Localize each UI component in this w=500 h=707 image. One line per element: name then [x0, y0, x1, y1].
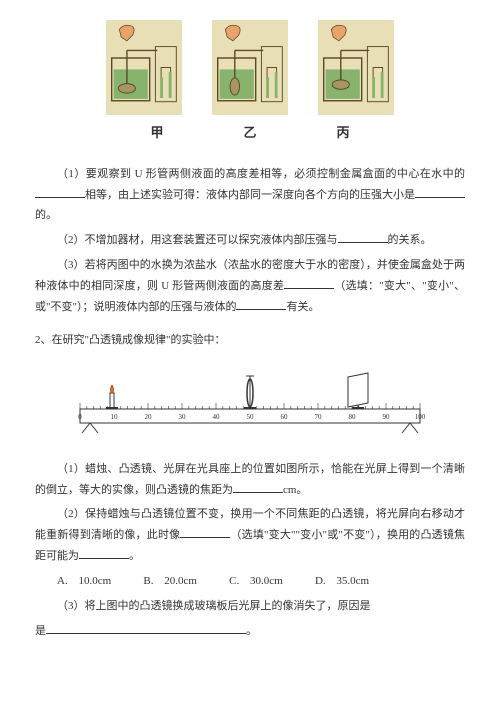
- option-a: A. 10.0cm: [57, 575, 111, 587]
- svg-text:100: 100: [415, 413, 426, 421]
- option-b: B. 20.0cm: [143, 575, 197, 587]
- beaker-svg-1: [105, 20, 183, 115]
- lens-icon: [244, 376, 256, 409]
- svg-text:20: 20: [145, 413, 153, 421]
- q1-p1c: 的。: [35, 209, 57, 221]
- q2-p3-line2: 是。: [35, 621, 465, 642]
- svg-text:80: 80: [349, 413, 357, 421]
- q2-p1: （1）蜡烛、凸透镜、光屏在光具座上的位置如图所示，恰能在光屏上得到一个清晰的倒立…: [35, 459, 465, 501]
- q1-p2: （2）不增加器材，用这套装置还可以探究液体内部压强与 的关系。: [35, 230, 465, 251]
- label-bing: 丙: [337, 121, 350, 146]
- q2-p3: （3）将上图中的凸透镜换成玻璃板后光屏上的像消失了，原因是: [35, 596, 465, 617]
- svg-text:90: 90: [383, 413, 391, 421]
- q1-p3: （3）若将丙图中的水换为浓盐水（浓盐水的密度大于水的密度），并使金属盒处于两种液…: [35, 255, 465, 318]
- blank: [79, 549, 129, 559]
- label-yi: 乙: [243, 121, 256, 146]
- beaker-labels: 甲 乙 丙: [35, 121, 465, 146]
- blank: [338, 233, 388, 243]
- q2-p1b: cm。: [283, 484, 307, 496]
- option-d: D. 35.0cm: [315, 575, 369, 587]
- beaker-svg-3: [317, 20, 395, 115]
- blank: [35, 188, 85, 198]
- q2-p2c: 。: [129, 550, 140, 562]
- q2-options: A. 10.0cm B. 20.0cm C. 30.0cm D. 35.0cm: [35, 571, 465, 592]
- q2-title: 2、在研究"凸透镜成像规律"的实验中：: [35, 330, 465, 351]
- svg-text:10: 10: [111, 413, 119, 421]
- blank: [415, 188, 465, 198]
- q1-p1a: （1）要观察到 U 形管两侧液面的高度差相等，必须控制金属盒面的中心在水中的: [57, 168, 465, 180]
- q1-p2b: 的关系。: [388, 234, 432, 246]
- svg-text:0: 0: [78, 413, 82, 421]
- q1-p1b: 相等，由上述实验可得：液体内部同一深度向各个方向的压强大小是: [85, 189, 415, 201]
- svg-text:50: 50: [247, 413, 255, 421]
- blank: [236, 300, 286, 310]
- svg-text:60: 60: [281, 413, 289, 421]
- q2-p2: （2）保持蜡烛与凸透镜位置不变，换用一个不同焦距的凸透镜，将光屏向右移动才能重新…: [35, 504, 465, 567]
- q2-p3a: （3）将上图中的凸透镜换成玻璃板后光屏上的像消失了，原因是: [57, 600, 371, 612]
- q1-p3c: 有关。: [286, 301, 319, 313]
- blank: [233, 483, 283, 493]
- screen-icon: [348, 373, 368, 409]
- svg-text:70: 70: [315, 413, 323, 421]
- candle-icon: [106, 385, 118, 409]
- svg-text:30: 30: [179, 413, 187, 421]
- optical-bench-svg: 0 10 20 30 40 50 60 70 80 90 100: [70, 363, 430, 435]
- beaker-bing: [317, 20, 395, 115]
- option-c: C. 30.0cm: [229, 575, 283, 587]
- blank: [284, 279, 334, 289]
- q1-p2a: （2）不增加器材，用这套装置还可以探究液体内部压强与: [57, 234, 338, 246]
- q2-p3b: 。: [246, 625, 257, 637]
- q1-p1: （1）要观察到 U 形管两侧液面的高度差相等，必须控制金属盒面的中心在水中的相等…: [35, 164, 465, 227]
- beaker-svg-2: [211, 20, 289, 115]
- svg-text:40: 40: [213, 413, 221, 421]
- blank: [180, 528, 230, 538]
- label-jia: 甲: [150, 121, 163, 146]
- beaker-yi: [211, 20, 289, 115]
- blank-long: [46, 624, 246, 634]
- beaker-jia: [105, 20, 183, 115]
- optical-bench-figure: 0 10 20 30 40 50 60 70 80 90 100: [35, 363, 465, 443]
- figure-beakers: [35, 20, 465, 115]
